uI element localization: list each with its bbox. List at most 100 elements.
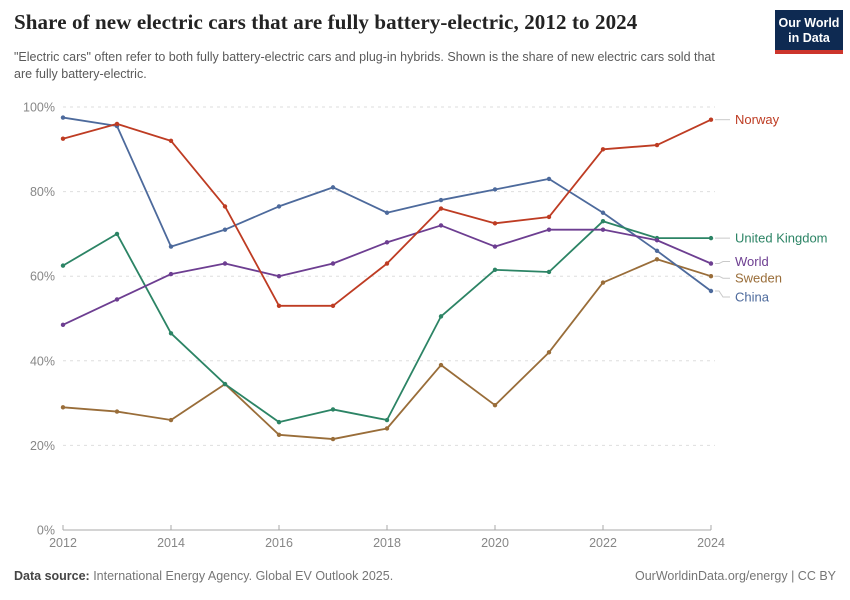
series-marker-sweden xyxy=(546,350,552,355)
series-marker-sweden xyxy=(330,436,336,442)
series-marker-china xyxy=(654,248,660,254)
data-source: Data source: International Energy Agency… xyxy=(14,569,393,583)
y-tick-label: 0% xyxy=(37,524,55,538)
series-marker-world xyxy=(384,240,390,245)
x-tick-label: 2018 xyxy=(373,536,401,550)
series-marker-united-kingdom xyxy=(222,381,228,387)
series-line-sweden[interactable] xyxy=(62,258,712,440)
series-marker-sweden xyxy=(708,274,714,279)
series-marker-united-kingdom xyxy=(492,267,498,273)
label-connector-world xyxy=(715,261,730,265)
series-marker-china xyxy=(438,197,444,203)
page-title: Share of new electric cars that are full… xyxy=(14,10,638,34)
series-marker-united-kingdom xyxy=(708,235,714,241)
series-marker-sweden xyxy=(492,403,498,408)
series-marker-norway xyxy=(384,261,390,266)
series-marker-norway xyxy=(654,142,660,148)
series-marker-united-kingdom xyxy=(168,331,174,336)
series-marker-world xyxy=(276,274,282,279)
series-marker-world xyxy=(654,238,660,243)
series-marker-china xyxy=(600,210,606,215)
series-marker-norway xyxy=(222,204,228,209)
series-marker-united-kingdom xyxy=(438,314,444,319)
series-marker-china xyxy=(384,210,390,215)
series-marker-sweden xyxy=(654,257,660,262)
series-marker-china xyxy=(492,187,498,192)
series-united-kingdom[interactable] xyxy=(60,219,714,425)
entity-label-sweden[interactable]: Sweden xyxy=(735,271,782,286)
y-tick-label: 100% xyxy=(23,101,55,115)
y-tick-label: 80% xyxy=(30,185,55,199)
series-marker-china xyxy=(546,176,552,182)
series-china[interactable] xyxy=(60,115,714,294)
entity-label-china[interactable]: China xyxy=(735,290,770,305)
data-source-text: International Energy Agency. Global EV O… xyxy=(89,569,394,583)
series-marker-united-kingdom xyxy=(60,263,66,268)
label-connector-sweden xyxy=(715,275,730,279)
series-marker-china xyxy=(60,115,66,120)
series-marker-norway xyxy=(708,117,714,122)
series-marker-united-kingdom xyxy=(276,419,282,425)
y-tick-label: 20% xyxy=(30,439,55,453)
series-marker-norway xyxy=(492,221,498,226)
owid-logo-line1: Our World xyxy=(778,16,840,30)
series-marker-china xyxy=(708,288,714,294)
series-marker-world xyxy=(708,261,714,266)
series-marker-sweden xyxy=(384,426,390,431)
series-marker-united-kingdom xyxy=(546,269,552,275)
series-marker-united-kingdom xyxy=(600,219,606,224)
series-marker-world xyxy=(600,227,606,232)
series-world[interactable] xyxy=(60,223,714,328)
series-marker-sweden xyxy=(60,405,66,410)
series-marker-china xyxy=(168,244,174,249)
series-marker-world xyxy=(168,271,174,277)
series-marker-norway xyxy=(546,214,552,220)
series-marker-china xyxy=(276,204,282,209)
chart-subtitle: "Electric cars" often refer to both full… xyxy=(14,50,715,81)
label-connector-china xyxy=(715,290,730,298)
series-sweden[interactable] xyxy=(60,257,714,442)
owid-logo-line2: in Data xyxy=(788,30,830,45)
series-marker-norway xyxy=(168,138,174,144)
x-tick-label: 2024 xyxy=(697,536,725,550)
x-tick-label: 2016 xyxy=(265,536,293,550)
series-marker-norway xyxy=(60,136,66,141)
series-marker-united-kingdom xyxy=(384,417,390,423)
series-marker-china xyxy=(222,227,228,232)
x-tick-label: 2022 xyxy=(589,536,617,550)
series-marker-world xyxy=(60,322,66,328)
series-marker-sweden xyxy=(600,280,606,285)
owid-logo[interactable]: Our World in Data xyxy=(775,10,843,54)
series-marker-norway xyxy=(114,121,120,127)
series-marker-world xyxy=(222,261,228,266)
series-marker-norway xyxy=(330,303,336,309)
x-tick-label: 2012 xyxy=(49,536,77,550)
y-tick-label: 60% xyxy=(30,270,55,284)
series-marker-sweden xyxy=(168,417,174,423)
series-marker-norway xyxy=(438,206,444,211)
series-marker-world xyxy=(330,261,336,266)
x-tick-label: 2020 xyxy=(481,536,509,550)
series-marker-sweden xyxy=(114,409,120,414)
x-tick-label: 2014 xyxy=(157,536,185,550)
entity-label-norway[interactable]: Norway xyxy=(735,112,780,127)
series-line-united-kingdom[interactable] xyxy=(62,220,711,424)
series-marker-sweden xyxy=(276,432,282,438)
entity-label-united-kingdom[interactable]: United Kingdom xyxy=(735,231,828,246)
series-marker-sweden xyxy=(438,362,444,368)
series-marker-world xyxy=(438,223,444,228)
series-norway[interactable] xyxy=(60,117,714,309)
series-marker-norway xyxy=(600,147,606,152)
series-marker-china xyxy=(330,185,336,190)
series-marker-world xyxy=(492,244,498,249)
y-tick-label: 40% xyxy=(30,354,55,368)
license-link[interactable]: OurWorldinData.org/energy | CC BY xyxy=(634,569,836,583)
data-source-label: Data source: xyxy=(14,569,90,583)
entity-label-world[interactable]: World xyxy=(735,254,769,269)
series-marker-norway xyxy=(276,303,282,309)
series-marker-united-kingdom xyxy=(114,231,120,237)
series-marker-world xyxy=(546,227,552,232)
chart-footer: Data source: International Energy Agency… xyxy=(14,569,836,583)
